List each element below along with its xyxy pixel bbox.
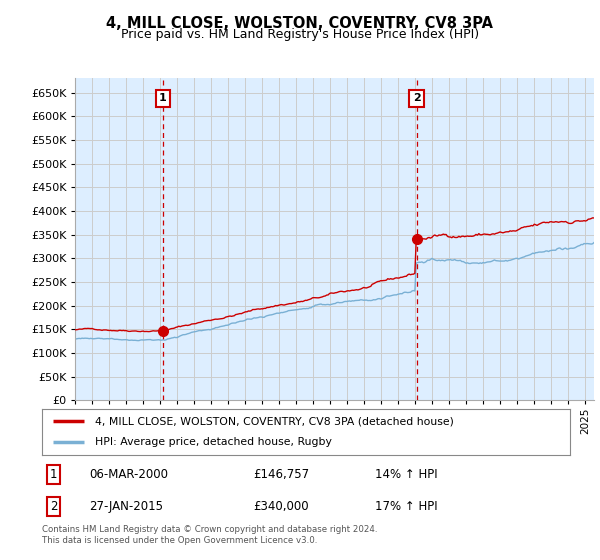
Text: 2: 2 [50, 501, 58, 514]
Text: £340,000: £340,000 [253, 501, 309, 514]
Text: 4, MILL CLOSE, WOLSTON, COVENTRY, CV8 3PA: 4, MILL CLOSE, WOLSTON, COVENTRY, CV8 3P… [107, 16, 493, 31]
Text: 2: 2 [413, 94, 421, 103]
Text: £146,757: £146,757 [253, 468, 310, 480]
Text: 1: 1 [50, 468, 58, 480]
Text: 06-MAR-2000: 06-MAR-2000 [89, 468, 169, 480]
Text: 17% ↑ HPI: 17% ↑ HPI [374, 501, 437, 514]
Text: 14% ↑ HPI: 14% ↑ HPI [374, 468, 437, 480]
Text: 27-JAN-2015: 27-JAN-2015 [89, 501, 164, 514]
Text: HPI: Average price, detached house, Rugby: HPI: Average price, detached house, Rugb… [95, 437, 332, 447]
Text: 1: 1 [159, 94, 167, 103]
Text: Contains HM Land Registry data © Crown copyright and database right 2024.
This d: Contains HM Land Registry data © Crown c… [42, 525, 377, 545]
Text: 4, MILL CLOSE, WOLSTON, COVENTRY, CV8 3PA (detached house): 4, MILL CLOSE, WOLSTON, COVENTRY, CV8 3P… [95, 416, 454, 426]
Text: Price paid vs. HM Land Registry's House Price Index (HPI): Price paid vs. HM Land Registry's House … [121, 28, 479, 41]
